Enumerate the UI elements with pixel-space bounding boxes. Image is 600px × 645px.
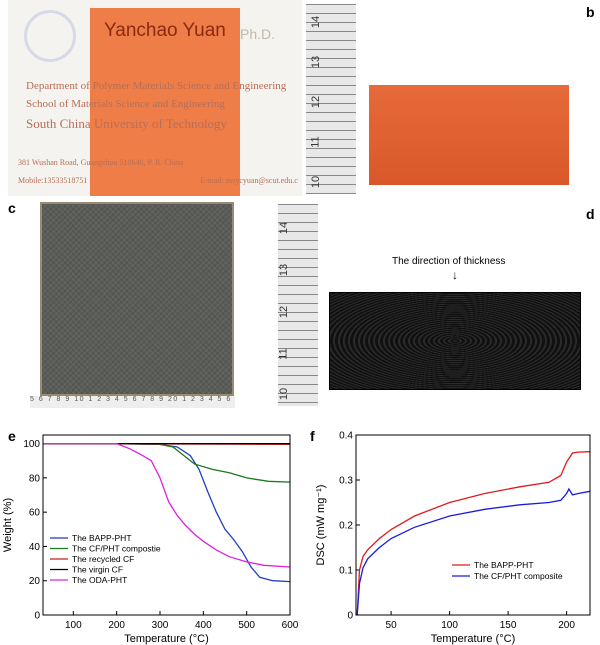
f-xtick-label: 150 [500,620,517,631]
e-xtick-label: 500 [238,620,255,631]
card-dept: Department of Polymer Materials Science … [26,80,287,92]
photo-pht-resin-sample [369,85,569,185]
e-ytick-label: 20 [29,576,41,587]
card-name: Yanchao Yuan [104,20,226,41]
f-ytick-label: 0.4 [339,431,353,442]
f-plot-frame [355,434,591,616]
chart-tga: 100 200 300 400 500 600 0 20 40 60 80 100 The BAPP-… [2,434,299,645]
card-address: 381 Wushan Road, Guangzhou 510640, P. R.… [18,158,184,167]
e-ytick-label: 80 [29,473,41,484]
f-legend-label-0: The BAPP-PHT [474,560,534,570]
ruler-d-tick-11: 11 [277,348,290,360]
f-xtick-label: 50 [386,620,398,631]
card-school: School of Materials Science and Engineer… [26,98,225,110]
f-ytick-label: 0.2 [339,521,353,532]
ruler-d-tick-13: 13 [278,263,291,277]
ruler-b: 14 13 12 11 10 [306,4,356,194]
ruler-d-tick-14: 14 [278,221,291,235]
f-xtick-label: 100 [441,620,458,631]
ruler-d: 14 13 12 11 10 [278,204,318,406]
f-series-line-0 [356,451,591,616]
e-xtick-label: 200 [108,620,125,631]
e-legend-label-1: The CF/PHT compostie [72,544,161,554]
ruler-c: 5 6 7 8 9 10 1 2 3 4 5 6 7 8 9 20 1 2 3 … [30,396,235,408]
thickness-direction-label: The direction of thickness [392,256,506,267]
panel-label-e: e [8,428,16,444]
photo-composite-cross-section [329,292,581,390]
chart-e-ylabel: Weight (%) [2,498,14,552]
chart-f-ylabel: DSC (mW mg⁻¹) [315,485,327,566]
e-legend-label-3: The virgin CF [72,565,123,575]
e-xtick-label: 400 [195,620,212,631]
e-ytick-label: 100 [23,439,40,450]
e-ytick-label: 0 [34,611,40,622]
f-xtick-label: 200 [558,620,575,631]
ruler-b-tick-11: 11 [309,136,322,148]
e-plot-frame [42,434,291,616]
e-xtick-label: 600 [282,620,299,631]
e-xtick-label: 100 [65,620,82,631]
card-email: E-mail: msycyuan@scut.edu.c [200,176,298,185]
e-legend-label-4: The ODA-PHT [72,575,127,585]
f-series-line-1 [356,487,591,616]
ruler-d-tick-10: 10 [278,387,291,401]
chart-f-xlabel: Temperature (°C) [431,633,515,645]
ruler-b-tick-12: 12 [310,95,323,109]
f-legend-label-1: The CF/PHT composite [474,571,563,581]
orange-transparent-film [90,8,240,196]
ruler-b-tick-13: 13 [310,55,323,69]
e-legend-label-2: The recycled CF [72,554,134,564]
e-xtick-label: 300 [152,620,169,631]
panel-label-f: f [310,428,315,444]
e-series-line-1 [43,442,291,483]
f-ytick-label: 0.1 [339,566,353,577]
ruler-d-tick-12: 12 [278,305,291,319]
card-university: South China University of Technology [26,116,228,131]
photo-business-card: Yanchao Yuan Ph.D. Department of Polymer… [8,0,302,196]
down-arrow-icon: ↓ [452,268,458,282]
panel-label-b: b [586,4,595,20]
ruler-b-tick-14: 14 [310,15,323,29]
photo-composite-plate [40,202,234,396]
ruler-b-tick-10: 10 [310,175,323,189]
university-seal-icon [24,10,76,62]
card-mobile: Mobile:13533518751 [18,176,88,185]
panel-label-c: c [8,200,16,216]
e-legend-label-0: The BAPP-PHT [72,533,132,543]
e-series-line-4 [43,442,291,568]
panel-label-d: d [586,206,595,222]
card-degree: Ph.D. [240,26,276,42]
e-ytick-label: 60 [29,508,41,519]
f-ytick-label: 0 [347,611,353,622]
f-ytick-label: 0.3 [339,476,353,487]
e-ytick-label: 40 [29,542,41,553]
chart-dsc: 50 100 150 200 0 0.1 0.2 0.3 0.4 The BAPP-PHTThe… [315,431,591,645]
chart-e-xlabel: Temperature (°C) [124,633,208,645]
